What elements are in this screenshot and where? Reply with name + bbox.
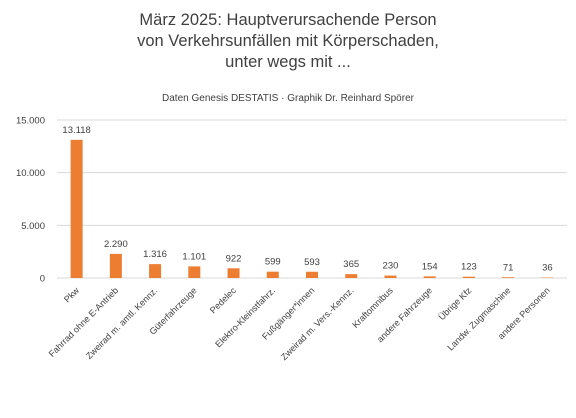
bars [70,139,554,278]
chart-title-line-3: unter wegs mit ... [225,53,351,71]
data-label: 1.101 [182,251,206,262]
data-label: 230 [383,261,399,272]
data-label: 2.290 [104,239,128,250]
y-tick-label: 15.000 [16,116,45,127]
data-label: 154 [422,261,438,272]
data-label: 922 [226,253,242,264]
chart-subtitle: Daten Genesis DESTATIS · Graphik Dr. Rei… [162,93,414,104]
chart-title-line-2: von Verkehrsunfällen mit Körperschaden, [137,32,439,50]
bar [423,276,436,278]
data-label: 593 [304,257,320,268]
x-tick-label: Zweirad m. amtl. Kennz. [84,285,160,361]
data-labels: 13.118 2.290 1.316 1.101 922 599 593 365 230 154 1… [62,125,552,274]
bar [306,271,318,278]
x-tick-label: Pkw [62,285,81,304]
bar [109,253,122,278]
data-label: 13.118 [62,125,90,136]
bar [384,275,397,278]
data-label: 599 [265,257,281,268]
chart-title: März 2025: Hauptverursachende Person von… [0,10,576,73]
bar [70,139,83,278]
x-tick-label: Zweirad m. Vers.-Kennz. [279,285,356,362]
y-tick-label: 5.000 [21,221,45,232]
x-tick-label: Fahrrad ohne E-Antrieb [47,285,121,359]
chart-title-line-1: März 2025: Hauptverursachende Person [139,11,437,29]
bar [502,277,515,278]
gridlines [57,119,567,279]
bar [149,264,162,278]
y-tick-label: 10.000 [16,168,45,179]
y-axis: 0 5.000 10.000 15.000 [16,116,45,285]
bar [188,266,201,278]
data-label: 365 [343,259,359,270]
y-tick-label: 0 [40,274,45,285]
data-label: 71 [503,262,514,273]
data-label: 1.316 [143,249,167,260]
bar [266,271,279,278]
bar [462,276,475,278]
bar [227,268,240,278]
data-label: 123 [461,262,477,273]
data-label: 36 [542,263,553,274]
x-tick-label: Übrige Kfz [437,285,474,322]
bar [345,274,358,278]
x-tick-label: Pedelec [208,285,238,315]
